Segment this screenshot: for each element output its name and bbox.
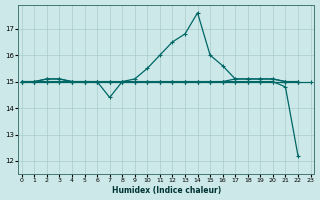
X-axis label: Humidex (Indice chaleur): Humidex (Indice chaleur) bbox=[112, 186, 221, 195]
